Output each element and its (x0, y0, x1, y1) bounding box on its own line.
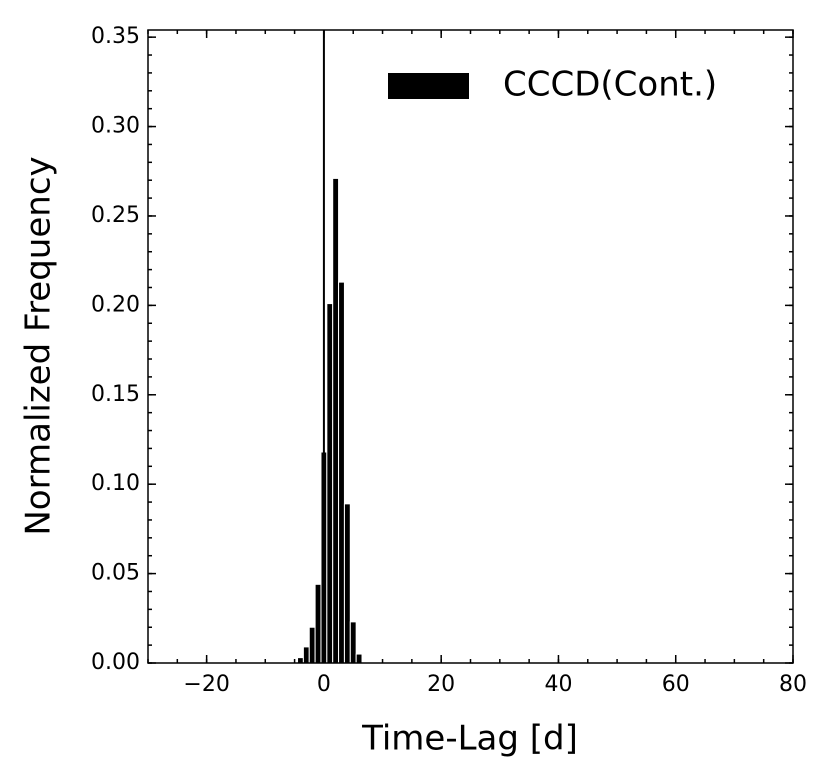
bar (349, 621, 357, 664)
y-tick-label: 0.35 (91, 24, 140, 49)
bar (302, 646, 310, 664)
y-tick-label: 0.05 (91, 561, 140, 586)
x-tick-label: 80 (779, 672, 807, 697)
y-tick-label: 0.25 (91, 203, 140, 228)
x-tick-label: 60 (662, 672, 690, 697)
bar (332, 177, 340, 664)
y-tick-label: 0.00 (91, 650, 140, 675)
y-tick-label: 0.15 (91, 382, 140, 407)
y-tick-label: 0.30 (91, 114, 140, 139)
bar (343, 503, 351, 664)
bar (297, 657, 304, 664)
legend-swatch (388, 73, 469, 99)
x-tick-label: 40 (544, 672, 572, 697)
bar (338, 281, 345, 664)
x-axis-label: Time-Lag [d] (361, 719, 578, 759)
plot-frame (147, 29, 794, 664)
legend-label: CCCD(Cont.) (503, 65, 717, 105)
x-tick-label: 20 (427, 672, 455, 697)
y-tick-label: 0.20 (91, 292, 140, 317)
x-tick-label: −20 (183, 672, 229, 697)
bar (326, 303, 334, 664)
y-axis-label: Normalized Frequency (19, 156, 59, 535)
x-tick-label: 0 (317, 672, 331, 697)
bar (308, 626, 316, 664)
bar (355, 653, 363, 664)
bar (314, 583, 322, 664)
y-tick-label: 0.10 (91, 471, 140, 496)
